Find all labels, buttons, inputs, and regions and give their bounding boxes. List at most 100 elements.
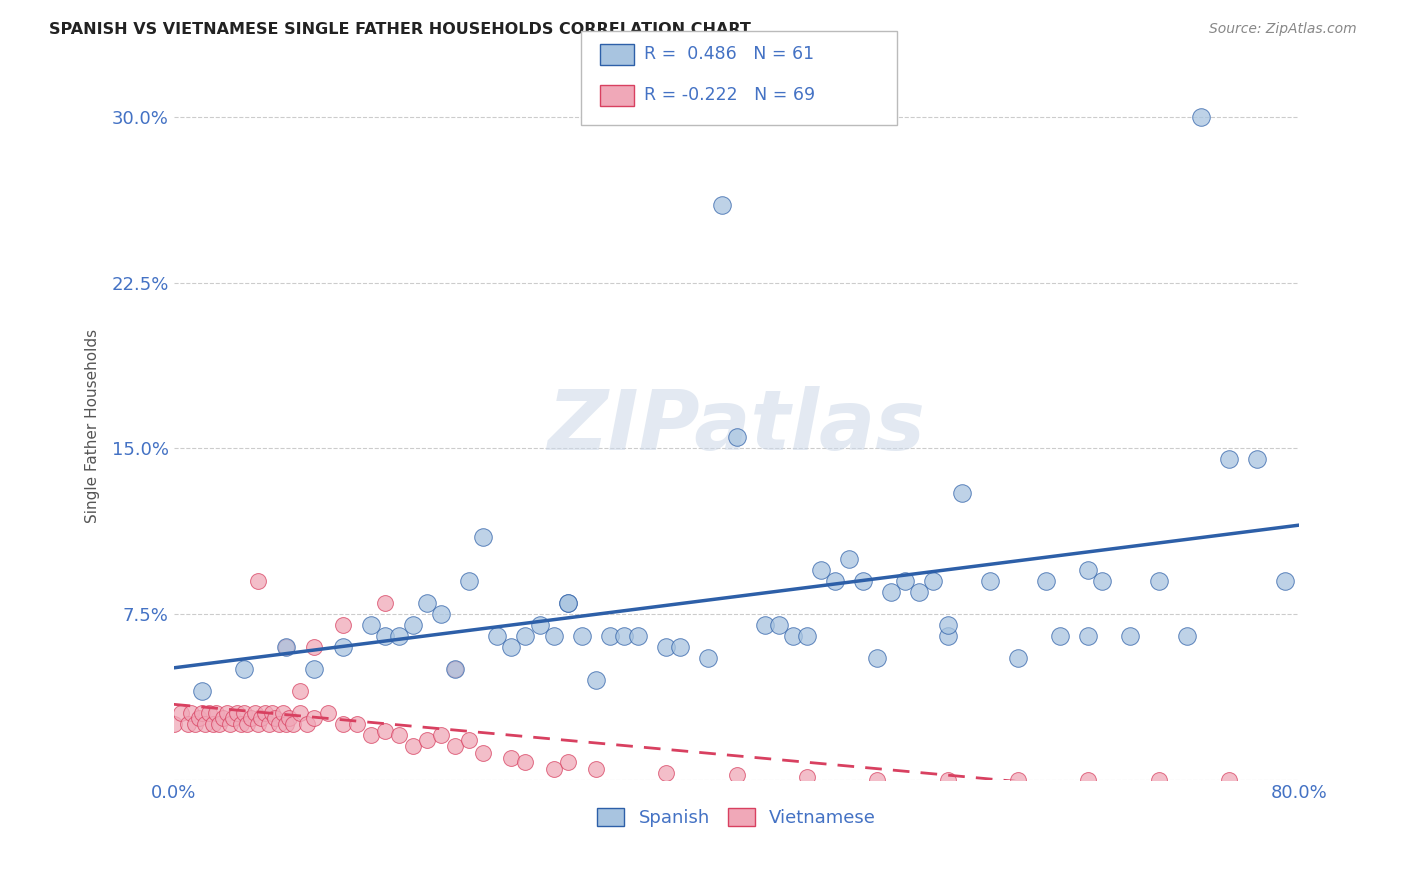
Point [725, 430, 748, 444]
Point [332, 717, 354, 731]
Point [894, 574, 917, 588]
Point [796, 771, 818, 785]
Point [332, 640, 354, 654]
Point [236, 717, 259, 731]
Point [1147, 574, 1170, 588]
Point [332, 618, 354, 632]
Point [585, 673, 607, 688]
Point [191, 684, 214, 698]
Point [936, 772, 959, 787]
Point [290, 706, 312, 721]
Point [416, 732, 439, 747]
Point [233, 662, 256, 676]
Point [283, 717, 305, 731]
Point [205, 706, 228, 721]
Point [402, 739, 425, 754]
Point [1077, 629, 1099, 643]
Point [1007, 772, 1029, 787]
Point [163, 717, 186, 731]
Point [222, 711, 245, 725]
Point [360, 728, 382, 742]
Point [245, 706, 267, 721]
Point [276, 640, 298, 654]
Point [444, 739, 467, 754]
Point [278, 711, 301, 725]
Point [254, 706, 277, 721]
Point [304, 662, 326, 676]
Point [402, 618, 425, 632]
Point [1091, 574, 1114, 588]
Point [810, 563, 832, 577]
Point [273, 706, 295, 721]
Point [1189, 110, 1212, 124]
Point [1077, 772, 1099, 787]
Point [416, 596, 439, 610]
Point [557, 755, 579, 769]
Point [184, 717, 207, 731]
Point [240, 711, 263, 725]
Point [501, 640, 523, 654]
Point [1147, 772, 1170, 787]
Point [838, 551, 860, 566]
Point [346, 717, 368, 731]
Point [430, 728, 453, 742]
Point [226, 706, 249, 721]
Point [264, 711, 287, 725]
Point [170, 706, 193, 721]
Point [219, 717, 242, 731]
Point [458, 574, 481, 588]
Text: Source: ZipAtlas.com: Source: ZipAtlas.com [1209, 22, 1357, 37]
Point [231, 717, 253, 731]
Point [613, 629, 636, 643]
Point [430, 607, 453, 621]
Point [269, 717, 291, 731]
Point [1218, 772, 1240, 787]
Point [444, 662, 467, 676]
Point [212, 711, 235, 725]
Point [180, 706, 202, 721]
Point [1175, 629, 1198, 643]
Point [297, 717, 319, 731]
Point [458, 732, 481, 747]
Point [725, 768, 748, 782]
Point [1049, 629, 1071, 643]
Point [276, 717, 298, 731]
Point [501, 750, 523, 764]
Point [444, 662, 467, 676]
Point [1077, 563, 1099, 577]
Point [188, 711, 211, 725]
Point [177, 717, 200, 731]
Point [247, 717, 270, 731]
Y-axis label: Single Father Households: Single Father Households [86, 329, 100, 524]
Point [543, 629, 565, 643]
Point [768, 618, 790, 632]
Point [198, 706, 221, 721]
Point [304, 640, 326, 654]
Point [697, 651, 720, 665]
Text: R = -0.222   N = 69: R = -0.222 N = 69 [644, 87, 815, 104]
Point [208, 717, 231, 731]
Point [585, 762, 607, 776]
Point [824, 574, 846, 588]
Point [250, 711, 273, 725]
Point [796, 629, 818, 643]
Point [754, 618, 776, 632]
Point [472, 530, 495, 544]
Text: SPANISH VS VIETNAMESE SINGLE FATHER HOUSEHOLDS CORRELATION CHART: SPANISH VS VIETNAMESE SINGLE FATHER HOUS… [49, 22, 751, 37]
Point [1246, 452, 1268, 467]
Point [360, 618, 382, 632]
Point [1218, 452, 1240, 467]
Point [472, 746, 495, 760]
Point [922, 574, 945, 588]
Point [486, 629, 509, 643]
Point [950, 485, 973, 500]
Point [782, 629, 804, 643]
Point [599, 629, 621, 643]
Point [529, 618, 551, 632]
Point [908, 585, 931, 599]
Point [655, 640, 678, 654]
Point [262, 706, 284, 721]
Point [374, 596, 396, 610]
Point [979, 574, 1001, 588]
Point [852, 574, 875, 588]
